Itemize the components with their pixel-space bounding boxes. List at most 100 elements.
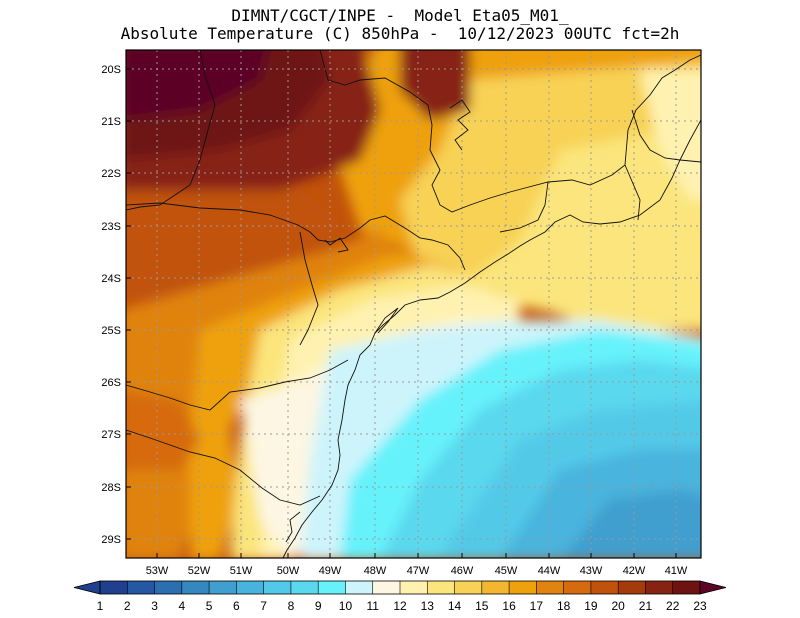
coastline <box>282 119 702 559</box>
colorbar-segment <box>400 581 428 594</box>
colorbar-segment <box>318 581 346 594</box>
longitude-label: 50W <box>277 565 300 577</box>
colorbar-segment <box>536 581 565 594</box>
longitude-label: 47W <box>407 565 430 577</box>
colorbar-segment <box>209 581 237 594</box>
longitude-label: 46W <box>451 565 474 577</box>
colorbar-min-arrow <box>73 580 101 595</box>
state-border-sc-rs <box>125 429 321 506</box>
colorbar-tick-label: 22 <box>666 599 680 613</box>
longitude-label: 48W <box>364 565 387 577</box>
colorbar-segment <box>372 581 401 594</box>
band-west-23 <box>126 50 268 120</box>
band-19 <box>126 190 340 299</box>
colorbar-segment <box>181 581 210 594</box>
colorbar-tick-label: 8 <box>288 599 295 613</box>
colorbar-segment <box>672 581 701 594</box>
colorbar-segment <box>618 581 646 594</box>
colorbar-segment <box>236 581 265 594</box>
longitude-label: 45W <box>495 565 518 577</box>
longitude-label: 51W <box>230 565 253 577</box>
colorbar-tick-label: 7 <box>260 599 267 613</box>
map-title-line1: DIMNT/CGCT/INPE - Model Eta05_M01_ <box>231 6 569 25</box>
colorbar-tick-label: 13 <box>421 599 435 613</box>
longitude-label: 52W <box>188 565 211 577</box>
border-rj <box>624 164 641 221</box>
latitude-label: 24S <box>101 273 121 285</box>
longitude-labels: 53W 52W 51W 50W 49W 48W 47W 46W 45W 44W 43W 42W 41W <box>146 553 688 577</box>
colorbar-segment <box>481 581 510 594</box>
border-rj-es <box>631 109 702 163</box>
latitude-label: 25S <box>101 325 121 337</box>
band-ocean-5 <box>561 490 701 558</box>
colorbar-segment <box>454 581 483 594</box>
latitude-label: 27S <box>101 429 121 441</box>
state-border-pr-sc <box>125 359 349 411</box>
band-north-21 <box>400 50 470 120</box>
colorbar-segment <box>427 581 456 594</box>
temperature-field <box>126 50 701 558</box>
colorbar-tick-label: 2 <box>124 599 131 613</box>
colorbar-tick-label: 19 <box>584 599 598 613</box>
colorbar-segment <box>154 581 183 594</box>
colorbar-tick-label: 15 <box>475 599 489 613</box>
longitude-label: 44W <box>538 565 561 577</box>
colorbar-segment <box>290 581 319 594</box>
colorbar-tick-label: 10 <box>339 599 353 613</box>
graticule <box>126 50 701 558</box>
border-sp-rj <box>499 181 549 233</box>
colorbar-tick-label: 23 <box>693 599 707 613</box>
colorbar-segment <box>345 581 374 594</box>
band-ne-lightyellow <box>640 70 701 200</box>
band-16 <box>190 250 460 558</box>
river-reservoir-2 <box>324 237 349 253</box>
longitude-label: 42W <box>623 565 646 577</box>
latitude-label: 29S <box>101 534 121 546</box>
river-reservoir-1 <box>449 99 471 151</box>
band-coast-pale <box>260 285 520 558</box>
latitude-labels: 20S 21S 22S 23S 24S 25S 26S 27S 28S 29S <box>101 64 131 546</box>
colorbar-segment <box>509 581 537 594</box>
colorbar-tick-label: 3 <box>151 599 158 613</box>
colorbar-tick-label: 12 <box>393 599 407 613</box>
latitude-label: 21S <box>101 116 121 128</box>
colorbar: 1 2 3 4 5 6 7 8 9 10 11 12 13 14 15 16 17 18 19 20 21 22 23 <box>73 580 727 613</box>
colorbar-tick-label: 14 <box>448 599 462 613</box>
colorbar-tick-label: 18 <box>557 599 571 613</box>
colorbar-tick-label: 20 <box>612 599 626 613</box>
latitude-label: 23S <box>101 221 121 233</box>
colorbar-segment <box>100 581 128 594</box>
band-sw-18 <box>126 391 200 470</box>
colorbar-tick-label: 16 <box>502 599 516 613</box>
colorbar-tick-label: 4 <box>178 599 185 613</box>
colorbar-segment <box>127 581 156 594</box>
colorbar-segment <box>263 581 292 594</box>
colorbar-segment <box>645 581 674 594</box>
longitude-label: 49W <box>319 565 342 577</box>
border-pr-internal <box>299 231 319 346</box>
state-border-sp-pr <box>125 202 466 271</box>
longitude-label: 53W <box>146 565 169 577</box>
colorbar-segment <box>590 581 619 594</box>
colorbar-max-arrow <box>699 580 727 595</box>
state-border-sp-mg <box>319 49 702 213</box>
longitude-label: 43W <box>580 565 603 577</box>
latitude-label: 26S <box>101 377 121 389</box>
colorbar-tick-label: 5 <box>206 599 213 613</box>
plot-frame <box>125 49 702 559</box>
map-title-line2: Absolute Temperature (C) 850hPa - 10/12/… <box>120 24 680 43</box>
lagoon-south <box>285 511 301 543</box>
colorbar-segment <box>563 581 592 594</box>
latitude-label: 28S <box>101 482 121 494</box>
colorbar-tick-label: 6 <box>233 599 240 613</box>
state-border-ms-sp <box>125 49 216 211</box>
latitude-label: 22S <box>101 168 121 180</box>
latitude-label: 20S <box>101 64 121 76</box>
bay-paranagua <box>374 307 399 334</box>
colorbar-tick-label: 9 <box>315 599 322 613</box>
colorbar-tick-label: 1 <box>97 599 104 613</box>
colorbar-tick-label: 11 <box>366 599 379 613</box>
colorbar-tick-label: 17 <box>530 599 544 613</box>
boundaries <box>125 49 702 559</box>
